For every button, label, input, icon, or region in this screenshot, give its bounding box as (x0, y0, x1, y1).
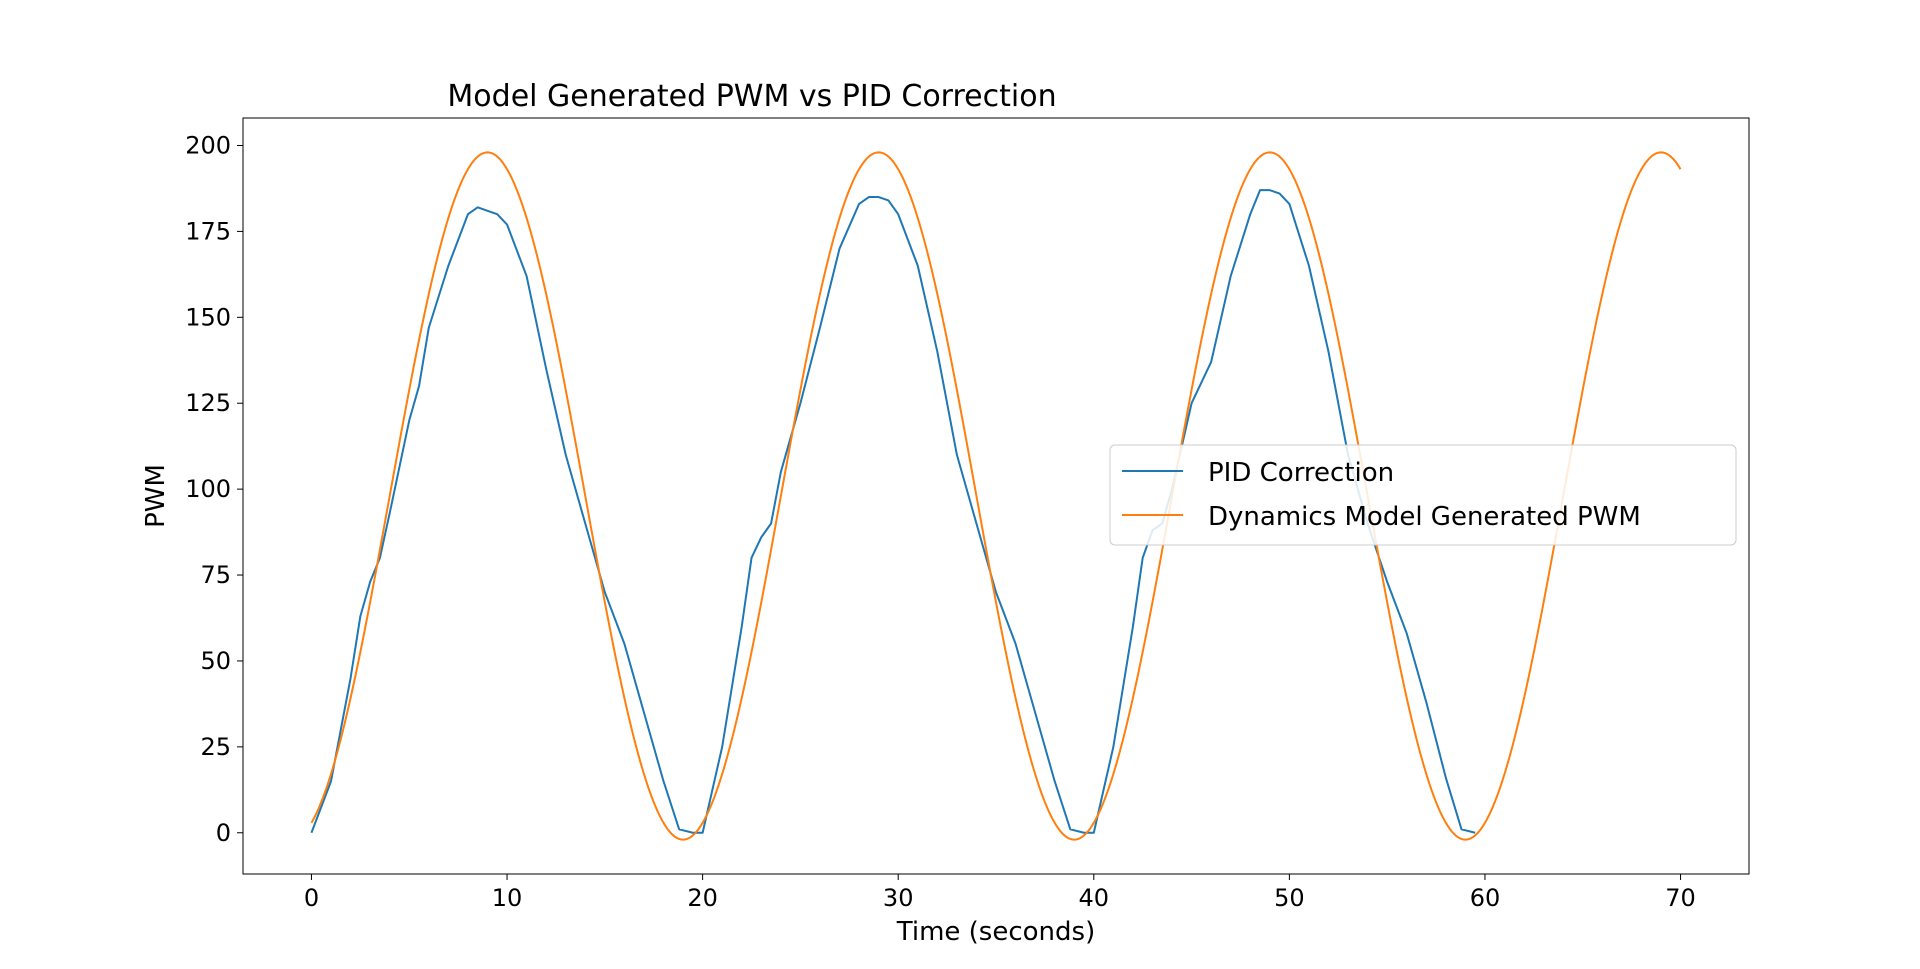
y-tick-label: 50 (200, 647, 231, 675)
series-layer (310, 151, 1682, 841)
x-tick-label: 40 (1079, 884, 1110, 912)
chart-title: Model Generated PWM vs PID Correction (447, 79, 1056, 114)
y-tick-label: 200 (185, 131, 231, 159)
y-axis-label: PWM (141, 464, 171, 528)
y-tick-label: 175 (185, 217, 231, 245)
x-tick-label: 20 (687, 884, 718, 912)
plot-area: 0 10 20 30 40 50 60 70 0 25 50 75 100 125 150 175 200 (185, 117, 1750, 912)
x-tick-label: 30 (883, 884, 914, 912)
x-tick-label: 0 (304, 884, 319, 912)
legend-box (1109, 444, 1737, 546)
series-line-pid-correction (310, 189, 1476, 834)
y-tick-label: 75 (200, 561, 231, 589)
x-axis-label: Time (seconds) (896, 917, 1095, 947)
legend-label-dynamics-model: Dynamics Model Generated PWM (1208, 502, 1641, 532)
x-tick-label: 70 (1665, 884, 1696, 912)
plot-frame (242, 117, 1750, 875)
y-ticks: 0 25 50 75 100 125 150 175 200 (185, 131, 243, 847)
x-ticks: 0 10 20 30 40 50 60 70 (304, 874, 1696, 912)
legend-label-pid-correction: PID Correction (1208, 458, 1394, 488)
y-tick-label: 25 (200, 733, 231, 761)
y-tick-label: 150 (185, 303, 231, 331)
y-tick-label: 0 (216, 819, 231, 847)
series-line-dynamics-model-generated-pwm (310, 151, 1682, 841)
x-tick-label: 60 (1470, 884, 1501, 912)
y-tick-label: 100 (185, 475, 231, 503)
y-tick-label: 125 (185, 389, 231, 417)
x-tick-label: 10 (492, 884, 523, 912)
legend: PID Correction Dynamics Model Generated … (1109, 444, 1737, 546)
x-tick-label: 50 (1274, 884, 1305, 912)
